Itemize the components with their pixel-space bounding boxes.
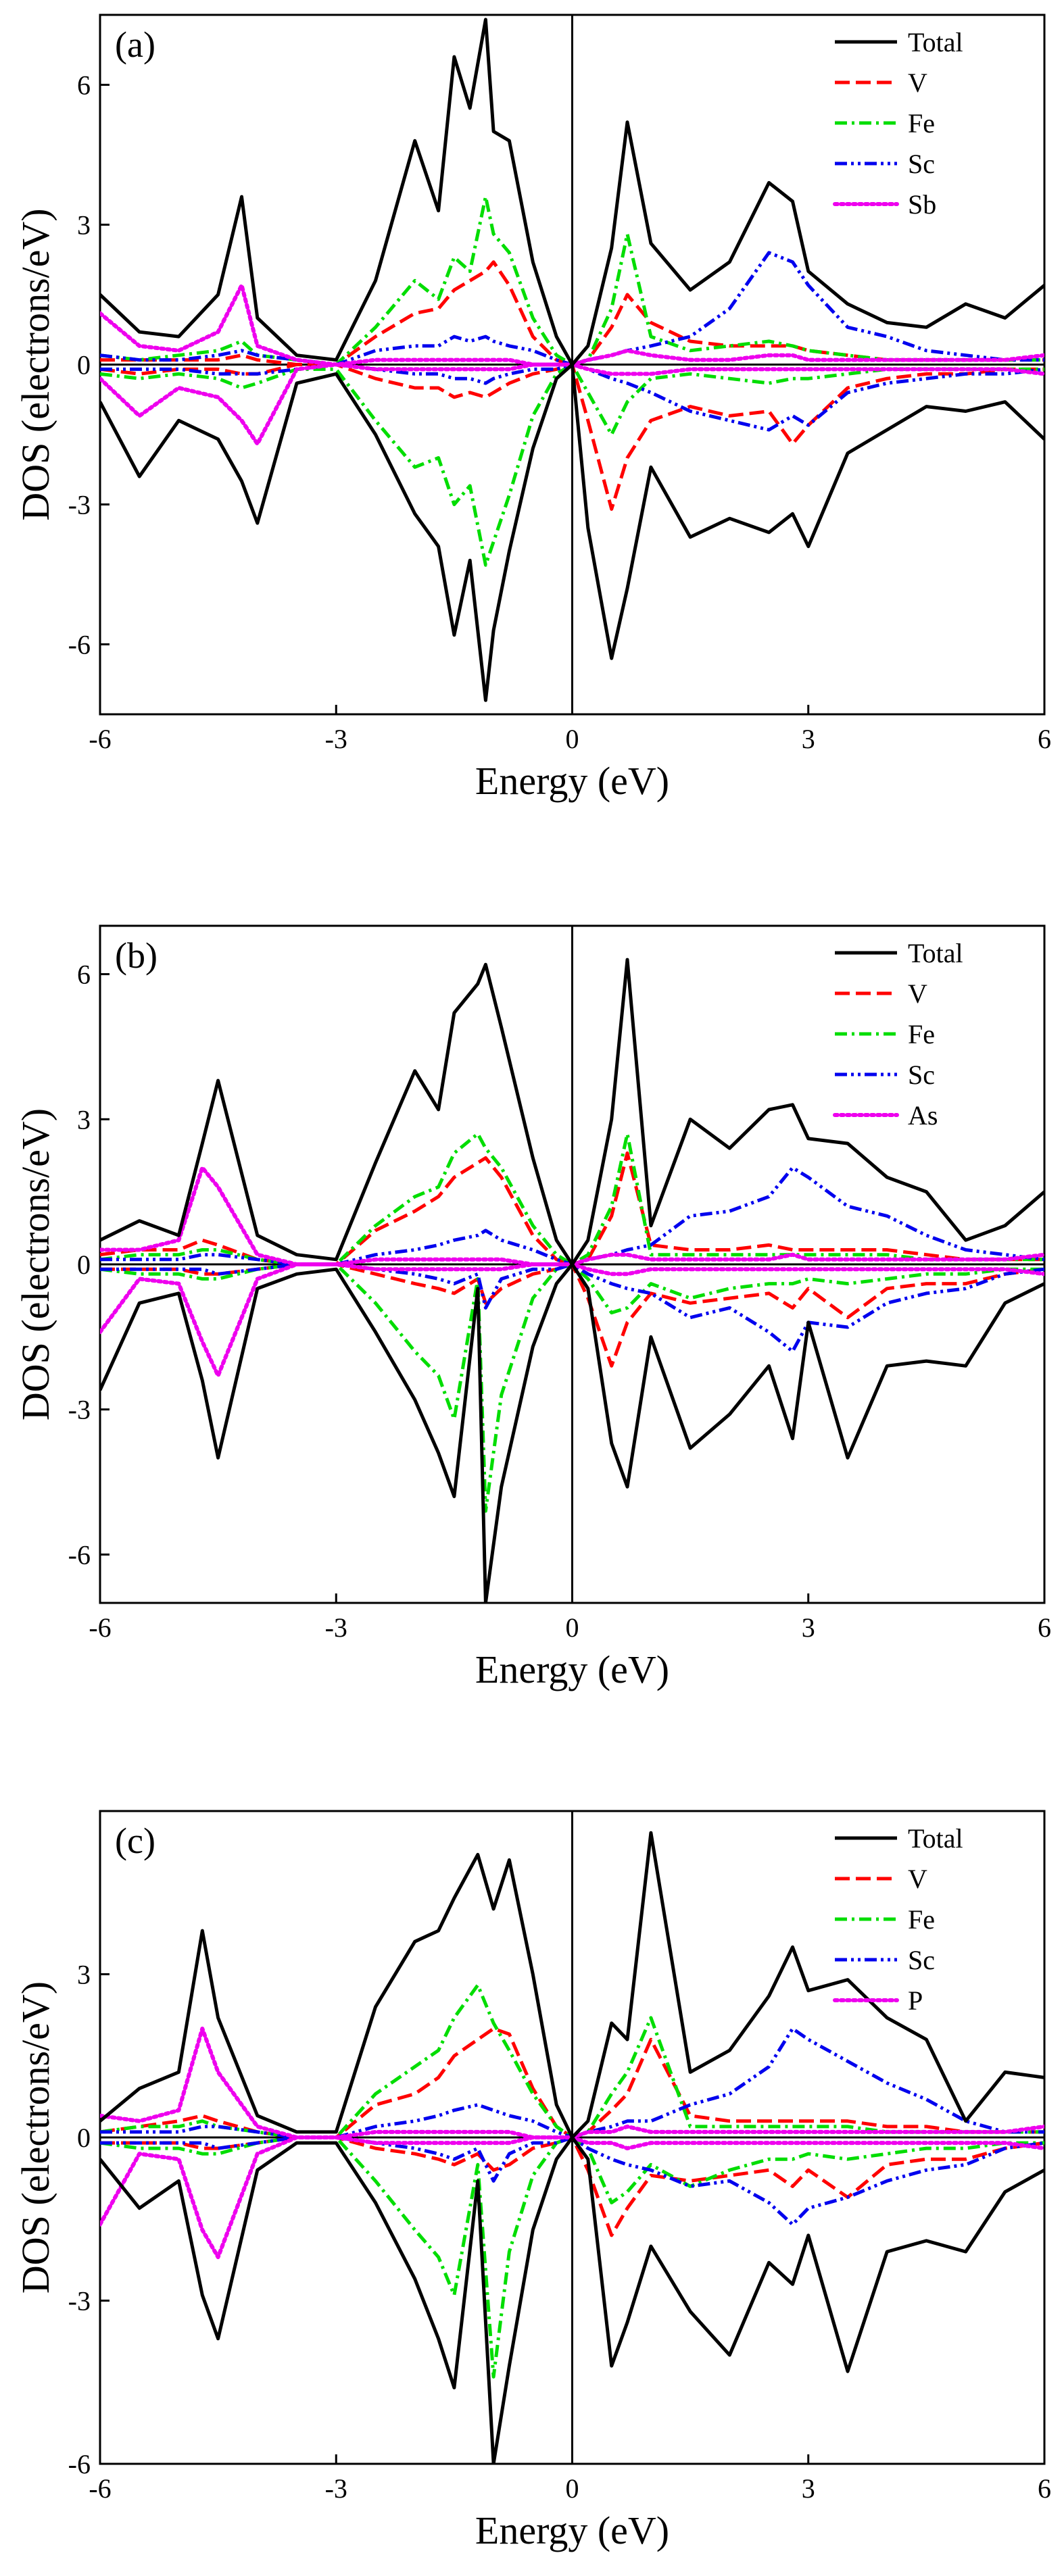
legend-label-as: As [908,1100,938,1131]
x-tick-label: 3 [802,2473,815,2504]
x-tick-label: 0 [566,1612,579,1643]
series-line-fe-spin-up [100,1983,1044,2139]
x-axis-label: Energy (eV) [475,1648,669,1691]
y-tick-label: 0 [77,2123,91,2153]
y-axis-label: DOS (electrons/eV) [14,208,57,520]
x-tick-label: 3 [802,724,815,754]
y-axis-label: DOS (electrons/eV) [14,1108,57,1420]
x-axis-label: Energy (eV) [475,759,669,803]
legend-label-total: Total [908,1823,963,1854]
series-line-fe-spin-up [100,195,1044,366]
series-line-total-spin-up [100,1831,1044,2139]
panel-a: -6 -3 0 3 6 -6 -3 0 3 6 Energy (eV) DOS (electrons/… [14,14,1051,803]
legend-label-p: P [908,1985,923,2016]
x-tick-label: 0 [566,2473,579,2504]
y-tick-label: 6 [77,70,91,101]
x-tick-label: 3 [802,1612,815,1643]
panel-c: -6 -3 0 3 6 -6 -3 0 3 Energy (eV) DOS (electrons/e… [14,1810,1051,2552]
x-tick-label: 0 [566,724,579,754]
y-tick-label: -6 [68,1539,91,1570]
x-tick-label: -3 [325,724,347,754]
y-tick-label: 0 [77,350,91,380]
x-tick-label: -3 [325,1612,347,1643]
y-tick-label: 3 [77,1960,91,1990]
x-tick-label: -6 [89,2473,111,2504]
series-line-fe-spin-up [100,1132,1044,1266]
x-tick-label: 6 [1038,724,1051,754]
legend-label-total: Total [908,27,963,57]
series-line-sc-spin-up [100,1166,1044,1266]
legend-label-v: V [908,1864,927,1894]
legend-label-fe: Fe [908,108,935,139]
legend-label-fe: Fe [908,1019,935,1049]
legend-label-v: V [908,68,927,98]
y-tick-label: -3 [68,490,91,520]
legend-label-sc: Sc [908,149,935,179]
y-tick-label: 3 [77,1104,91,1135]
y-tick-label: 0 [77,1249,91,1280]
x-tick-label: -6 [89,724,111,754]
series-line-total-spin-up [100,18,1044,366]
series-line-sc-spin-up [100,2027,1044,2139]
series-line-total-spin-up [100,958,1044,1266]
panel-label: (c) [115,1820,155,1861]
panel-b: -6 -3 0 3 6 -6 -3 0 3 6 Energy (eV) DOS (electrons/… [14,924,1051,1691]
series-line-sc-spin-down [100,1262,1044,1354]
y-tick-label: 3 [77,210,91,241]
series-line-total-spin-down [100,363,1044,702]
series-line-fe-spin-down [100,1262,1044,1513]
x-tick-label: -6 [89,1612,111,1643]
series-line-v-spin-up [100,260,1044,366]
x-tick-label: 6 [1038,1612,1051,1643]
series-line-sb-spin-down [100,362,1044,446]
y-tick-label: -6 [68,630,91,660]
series-line-total-spin-down [100,2135,1044,2464]
legend-label-sc: Sc [908,1060,935,1090]
legend-label-v: V [908,979,927,1009]
series-line-total-spin-down [100,1262,1044,1603]
y-tick-label: -3 [68,1395,91,1425]
legend-label-sc: Sc [908,1945,935,1975]
legend-label-sb: Sb [908,189,936,220]
legend-label-total: Total [908,938,963,968]
series-line-fe-spin-down [100,363,1044,567]
y-tick-label: -6 [68,2449,91,2479]
panel-label: (b) [115,935,158,976]
x-axis-label: Energy (eV) [475,2508,669,2552]
panel-label: (a) [115,24,155,65]
x-tick-label: -3 [325,2473,347,2504]
series-line-as-spin-down [100,1262,1044,1378]
x-tick-label: 6 [1038,2473,1051,2504]
legend-label-fe: Fe [908,1904,935,1935]
y-axis-label: DOS (electrons/eV) [14,1981,57,2294]
y-tick-label: 6 [77,960,91,990]
y-tick-label: -3 [68,2286,91,2317]
series-line-sc-spin-up [100,251,1044,366]
series-line-p-spin-down [100,2135,1044,2260]
series-line-sc-spin-down [100,2135,1044,2227]
series-line-sc-spin-down [100,363,1044,432]
series-line-v-spin-down [100,363,1044,511]
